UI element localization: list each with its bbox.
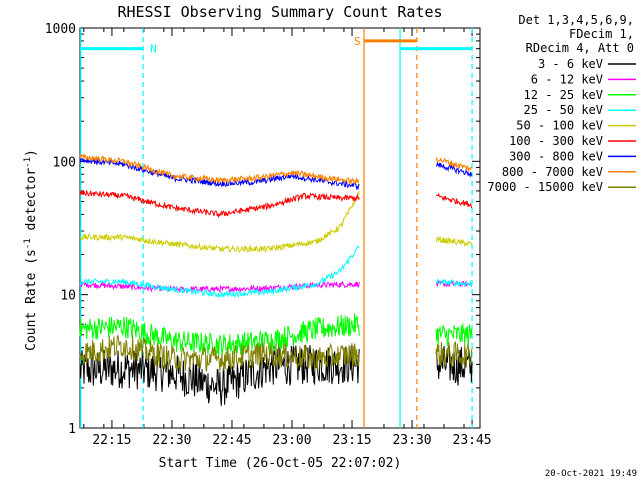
series-line	[79, 334, 360, 372]
series-line	[435, 192, 473, 209]
legend-entry-label: 7000 - 15000 keV	[487, 180, 603, 194]
legend-header-line: FDecim 1,	[569, 27, 634, 41]
legend-entry-label: 25 - 50 keV	[524, 103, 603, 117]
plot-frame	[79, 27, 481, 429]
y-axis-label: Count Rate (s-1 detector-1)	[23, 149, 39, 351]
y-axis-label-part-2: detector	[24, 168, 39, 239]
y-tick-label: 10	[60, 289, 76, 304]
y-tick-label: 1000	[45, 22, 76, 37]
y-axis-label-sup-1: -1	[23, 238, 33, 249]
footer-timestamp: 20-Oct-2021 19:49	[545, 469, 637, 479]
legend-header-line: Det 1,3,4,5,6,9,	[518, 13, 634, 27]
legend: Det 1,3,4,5,6,9,FDecim 1,RDecim 4, Att 0…	[487, 13, 636, 194]
y-axis-label-part-3: )	[24, 149, 39, 157]
x-tick-label: 23:00	[272, 433, 311, 448]
x-tick-label: 23:30	[392, 433, 431, 448]
x-tick-label: 22:45	[212, 433, 251, 448]
series-line	[435, 156, 473, 173]
y-tick-label: 1	[68, 422, 76, 437]
legend-entry-label: 12 - 25 keV	[524, 88, 603, 102]
series-line	[79, 313, 360, 357]
legend-entry-label: 300 - 800 keV	[509, 149, 603, 163]
flag-label: S	[354, 35, 361, 48]
x-tick-label: 22:30	[152, 433, 191, 448]
series-line	[79, 190, 360, 219]
y-tick-label: 100	[53, 155, 76, 170]
legend-entry-label: 100 - 300 keV	[509, 134, 603, 148]
series-line	[435, 341, 473, 368]
x-tick-label: 22:15	[92, 433, 131, 448]
series-line	[79, 344, 360, 406]
flag-label: N	[150, 43, 157, 56]
series-line	[79, 191, 360, 253]
legend-entry-label: 800 - 7000 keV	[502, 165, 603, 179]
x-axis-label: Start Time (26-Oct-05 22:07:02)	[159, 456, 402, 471]
series-line	[435, 235, 473, 247]
x-tick-label: 23:45	[453, 433, 492, 448]
series-line	[435, 278, 473, 287]
legend-header-line: RDecim 4, Att 0	[526, 41, 634, 55]
series-line	[79, 280, 360, 294]
plot-area: 1 10 100 1000 22:15 22:30 22:45 23:00 23:15 23:30…	[45, 22, 492, 448]
series-line	[79, 153, 360, 185]
series-line	[79, 245, 360, 299]
y-axis-label-part-1: Count Rate (s	[24, 249, 39, 351]
y-axis-label-sup-2: -1	[23, 157, 33, 168]
legend-entry-label: 50 - 100 keV	[516, 119, 603, 133]
legend-entry-label: 3 - 6 keV	[538, 57, 603, 71]
series-line	[435, 323, 473, 347]
x-tick-label: 23:15	[332, 433, 371, 448]
legend-entry-label: 6 - 12 keV	[531, 72, 603, 86]
chart-title: RHESSI Observing Summary Count Rates	[117, 3, 442, 21]
